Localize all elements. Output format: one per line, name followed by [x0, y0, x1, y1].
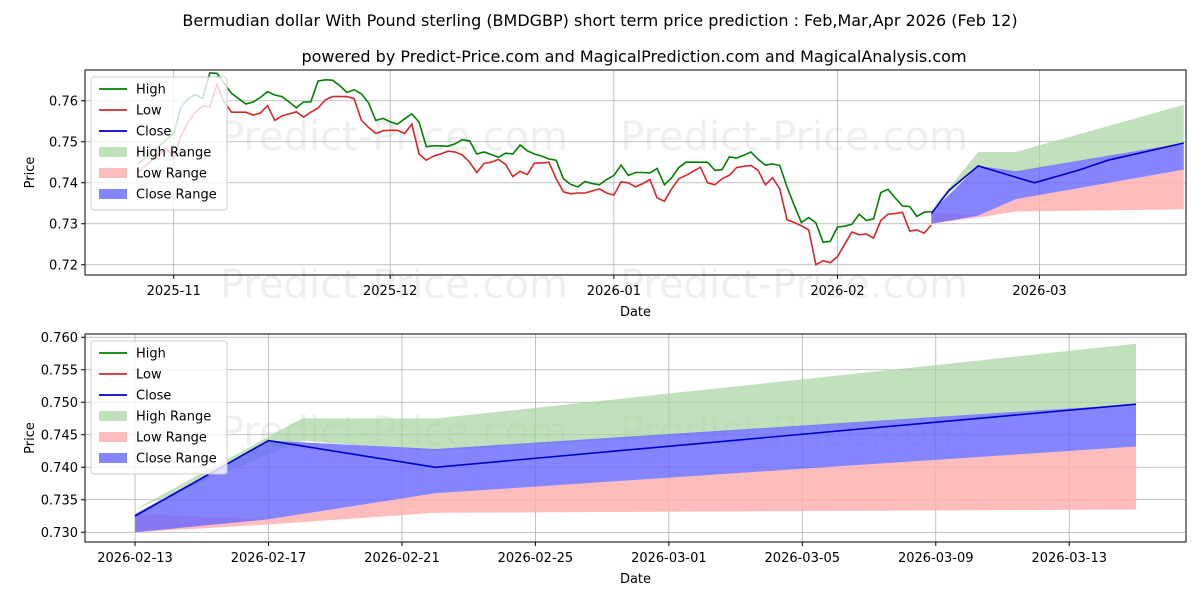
high-range-band	[135, 343, 1136, 510]
x-tick-label: 2026-03-09	[898, 551, 974, 566]
legend-label: High	[136, 347, 166, 362]
watermark-text: Predict-Price.com	[620, 114, 968, 160]
y-tick-label: 0.74	[49, 176, 78, 191]
legend-label: Close Range	[136, 188, 217, 203]
watermark-text: Predict-Price.com	[620, 262, 968, 308]
legend: High Low Close High Range Low Range Close Ran…	[90, 76, 228, 211]
legend-label: Close	[136, 125, 171, 140]
close-series-line	[134, 403, 1137, 517]
low-range-band	[135, 446, 1136, 533]
legend: High Low Close High Range Low Range Close Ran…	[90, 340, 228, 475]
x-tick-label: 2026-02-25	[498, 551, 574, 566]
upper-plot-panel: Predict-Price.com Predict-Price.com Predic…	[23, 69, 1187, 320]
x-tick-label: 2026-02-21	[364, 551, 440, 566]
y-axis-label: Price	[23, 157, 38, 189]
legend-label: Low	[136, 368, 162, 383]
legend-swatch-low-range	[99, 168, 127, 178]
legend-label: Low Range	[136, 431, 207, 446]
close-series-line	[930, 142, 1184, 214]
x-tick-label: 2026-01	[587, 284, 641, 299]
y-tick-label: 0.750	[41, 396, 78, 411]
y-tick-label: 0.72	[49, 258, 78, 273]
x-tick-label: 2026-02	[810, 284, 864, 299]
x-tick-label: 2026-03	[1012, 284, 1066, 299]
x-axis-label: Date	[620, 305, 651, 320]
y-tick-label: 0.745	[41, 428, 78, 443]
legend-label: High	[136, 83, 166, 98]
x-axis-label: Date	[620, 572, 651, 587]
legend-label: Low Range	[136, 167, 207, 182]
legend-swatch-close-range	[99, 453, 127, 463]
axes-frame	[84, 69, 1187, 276]
high-series-line	[137, 72, 932, 244]
lower-plot-panel: Predict-Price.comPredict-Price.com0.7300…	[23, 331, 1187, 587]
y-axis-label: Price	[23, 422, 38, 454]
legend-label: Close	[136, 389, 171, 404]
low-range-band	[931, 169, 1184, 224]
legend-swatch-close-range	[99, 189, 127, 199]
high-range-band	[931, 104, 1184, 210]
plot-area	[134, 343, 1137, 533]
y-tick-label: 0.73	[49, 217, 78, 232]
chart-title: Bermudian dollar With Pound sterling (BM…	[182, 11, 1017, 30]
x-tick-label: 2026-02-13	[97, 551, 173, 566]
chart-subtitle: powered by Predict-Price.com and Magical…	[301, 47, 966, 66]
axes-frame	[84, 333, 1187, 543]
legend-label: High Range	[136, 146, 211, 161]
y-tick-label: 0.740	[41, 461, 78, 476]
x-tick-label: 2025-12	[363, 284, 417, 299]
close-range-band	[931, 143, 1184, 224]
y-tick-label: 0.76	[49, 94, 78, 109]
y-tick-label: 0.730	[41, 526, 78, 541]
legend-swatch-low-range	[99, 432, 127, 442]
y-tick-label: 0.755	[41, 363, 78, 378]
plot-area	[137, 72, 1184, 267]
x-tick-label: 2026-03-13	[1031, 551, 1107, 566]
x-tick-label: 2026-03-01	[631, 551, 707, 566]
y-tick-label: 0.760	[41, 331, 78, 346]
legend-label: Low	[136, 104, 162, 119]
watermark-text: Predict-Price.com	[220, 114, 568, 160]
y-tick-label: 0.75	[49, 135, 78, 150]
legend-label: Close Range	[136, 452, 217, 467]
low-series-line	[137, 81, 932, 267]
x-tick-label: 2026-02-17	[231, 551, 307, 566]
legend-swatch-high-range	[99, 147, 127, 157]
x-tick-label: 2025-11	[147, 284, 201, 299]
legend-label: High Range	[136, 410, 211, 425]
watermark-text: Predict-Price.com	[220, 262, 568, 308]
y-tick-label: 0.735	[41, 493, 78, 508]
close-range-band	[135, 404, 1136, 533]
legend-swatch-high-range	[99, 411, 127, 421]
x-tick-label: 2026-03-05	[765, 551, 841, 566]
